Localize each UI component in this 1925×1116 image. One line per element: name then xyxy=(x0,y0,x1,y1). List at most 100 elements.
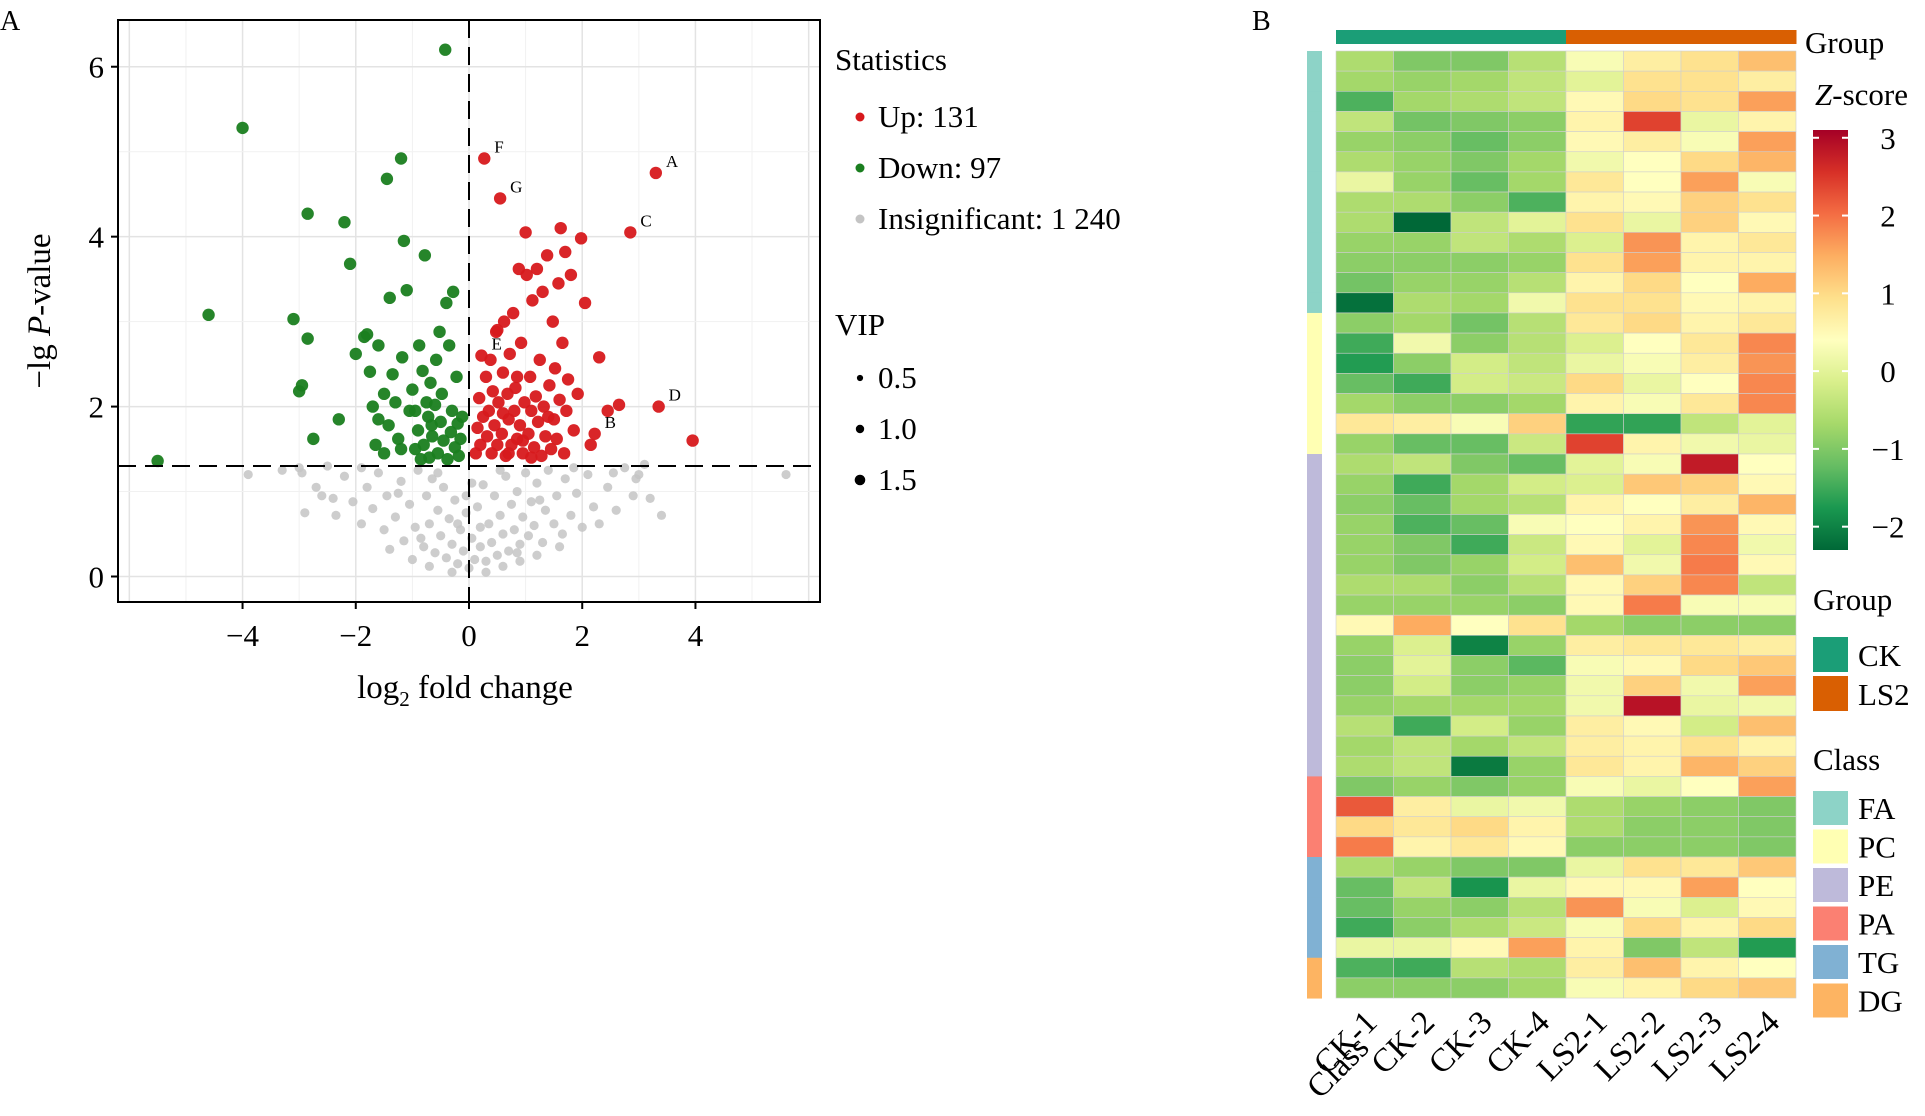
point-down xyxy=(454,432,467,446)
point-up xyxy=(486,385,499,398)
point-down xyxy=(431,447,445,460)
heatmap-cell xyxy=(1393,272,1452,294)
heatmap-cell xyxy=(1393,816,1452,838)
heatmap-cell xyxy=(1738,292,1797,314)
heatmap-cell xyxy=(1565,312,1624,334)
heatmap-cell xyxy=(1565,655,1624,676)
heatmap-cell xyxy=(1393,917,1452,938)
heatmap-cell xyxy=(1565,715,1624,737)
heatmap-cell xyxy=(1335,151,1394,173)
point-insignificant xyxy=(492,550,502,560)
heatmap-cell xyxy=(1508,373,1567,394)
point-insignificant xyxy=(489,491,500,501)
heatmap-cell xyxy=(1680,70,1739,92)
class-bar-pe xyxy=(1307,695,1322,717)
x-tick-label: 4 xyxy=(688,618,704,653)
point-up xyxy=(496,407,510,420)
heatmap-cell xyxy=(1565,675,1624,697)
heatmap-cell xyxy=(1393,131,1452,153)
heatmap-cell xyxy=(1450,655,1509,676)
heatmap-cell xyxy=(1680,171,1739,193)
legend-statistics-label: Up: 131 xyxy=(878,99,979,134)
point-insignificant xyxy=(447,567,457,577)
heatmap-cell xyxy=(1738,896,1797,918)
heatmap-cell xyxy=(1393,312,1452,334)
heatmap-cell xyxy=(1508,272,1567,294)
heatmap-cell xyxy=(1738,332,1797,354)
class-bar-fa xyxy=(1307,51,1322,72)
point-insignificant xyxy=(441,553,451,563)
class-bar-fa xyxy=(1307,131,1322,153)
heatmap-cell xyxy=(1450,856,1509,878)
class-bar-pe xyxy=(1307,474,1322,495)
heatmap-cell xyxy=(1680,755,1739,777)
heatmap-cell xyxy=(1565,594,1624,616)
point-insignificant xyxy=(430,548,440,558)
point-down xyxy=(409,404,422,418)
legend-vip-dot xyxy=(854,474,866,486)
point-insignificant xyxy=(566,510,576,520)
legend-statistics-dot xyxy=(855,214,865,224)
point-insignificant xyxy=(532,550,542,560)
point-up xyxy=(472,391,486,405)
point-insignificant xyxy=(300,508,310,518)
point-down xyxy=(301,207,314,220)
heatmap-cell xyxy=(1565,695,1624,717)
x-tick-label: −4 xyxy=(226,618,259,653)
volcano-y-axis-title: −lg P-value xyxy=(22,233,58,388)
panel-label-a: A xyxy=(0,6,21,37)
point-up xyxy=(542,410,555,423)
point-insignificant xyxy=(569,463,579,473)
heatmap-cell xyxy=(1565,131,1624,153)
heatmap-cell xyxy=(1393,352,1452,374)
heatmap-cell xyxy=(1335,715,1394,737)
heatmap-cell xyxy=(1623,796,1682,817)
point-up xyxy=(488,419,501,432)
point-up xyxy=(503,347,516,361)
heatmap-cell xyxy=(1335,776,1394,797)
heatmap-cell xyxy=(1623,937,1682,959)
heatmap-cell xyxy=(1738,534,1797,556)
heatmap-cell xyxy=(1508,151,1567,173)
heatmap-cell xyxy=(1393,151,1452,173)
point-insignificant xyxy=(498,561,508,571)
class-legend-label: TG xyxy=(1858,945,1899,980)
class-bar-pe xyxy=(1307,736,1322,757)
heatmap-cell xyxy=(1565,755,1624,777)
point-up xyxy=(539,430,552,443)
heatmap-cell xyxy=(1738,312,1797,334)
point-up xyxy=(578,296,592,310)
heatmap-cell xyxy=(1508,937,1567,959)
heatmap-cell xyxy=(1680,836,1739,858)
point-down xyxy=(338,216,351,229)
class-legend-swatch xyxy=(1813,906,1848,941)
point-down xyxy=(377,387,391,401)
point-insignificant xyxy=(419,542,429,552)
volcano-x-axis-title: log2 fold change xyxy=(357,670,573,711)
heatmap-cell xyxy=(1738,453,1797,475)
group-bar-ck xyxy=(1336,30,1394,44)
point-down xyxy=(395,351,409,364)
class-bar-fa xyxy=(1307,252,1322,274)
point-up xyxy=(601,404,614,418)
heatmap-cell xyxy=(1508,91,1567,112)
heatmap-cell xyxy=(1450,937,1509,959)
point-down xyxy=(446,285,460,299)
point-down xyxy=(442,339,456,352)
point-up xyxy=(686,434,699,447)
point-insignificant xyxy=(399,536,409,546)
heatmap-cell xyxy=(1565,856,1624,878)
point-insignificant xyxy=(447,539,457,549)
class-bar-pe xyxy=(1307,756,1322,777)
point-insignificant xyxy=(620,463,630,473)
column-label: CK-3 xyxy=(1422,1004,1499,1081)
heatmap-cell xyxy=(1508,715,1567,737)
heatmap-cell xyxy=(1450,272,1509,294)
heatmap-cell xyxy=(1450,735,1509,757)
heatmap-cell xyxy=(1738,675,1797,697)
heatmap-cell xyxy=(1565,977,1624,999)
class-bar-fa xyxy=(1307,232,1322,253)
point-insignificant xyxy=(535,495,545,505)
heatmap-cell xyxy=(1565,493,1624,515)
heatmap-cell xyxy=(1680,413,1739,435)
